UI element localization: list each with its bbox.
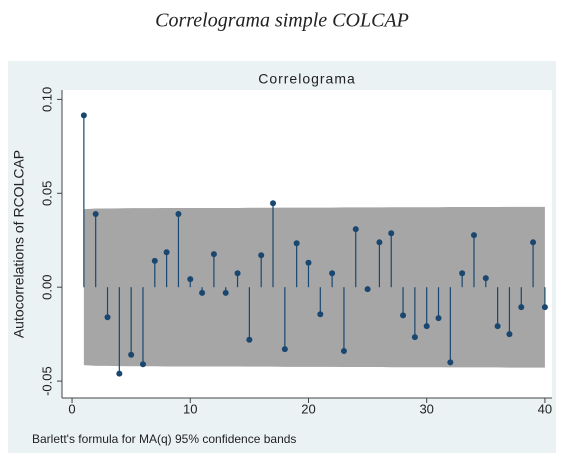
marker bbox=[128, 351, 135, 358]
marker bbox=[518, 304, 525, 311]
marker bbox=[139, 361, 146, 368]
marker bbox=[92, 210, 99, 217]
marker bbox=[270, 200, 277, 207]
marker bbox=[246, 336, 253, 343]
y-axis-title: Autocorrelations of RCOLCAP bbox=[11, 150, 27, 338]
chart-subtitle: Correlograma bbox=[258, 71, 356, 87]
marker bbox=[317, 311, 324, 318]
marker bbox=[364, 286, 371, 293]
marker bbox=[352, 226, 359, 233]
marker bbox=[482, 275, 489, 282]
marker bbox=[175, 210, 182, 217]
marker bbox=[163, 249, 170, 256]
marker bbox=[376, 239, 383, 246]
marker bbox=[210, 251, 217, 258]
marker bbox=[530, 239, 537, 246]
marker bbox=[116, 370, 123, 377]
marker bbox=[187, 276, 194, 283]
chart-title: Correlograma simple COLCAP bbox=[155, 10, 409, 32]
marker bbox=[423, 323, 430, 330]
marker bbox=[447, 359, 454, 366]
marker bbox=[104, 314, 111, 321]
marker bbox=[329, 270, 336, 277]
marker bbox=[222, 289, 229, 296]
marker bbox=[459, 270, 466, 277]
x-tick-label: 10 bbox=[183, 401, 197, 416]
marker bbox=[541, 304, 548, 311]
marker bbox=[506, 331, 513, 338]
marker bbox=[400, 312, 407, 319]
x-tick-label: 30 bbox=[419, 401, 433, 416]
marker bbox=[293, 240, 300, 247]
marker bbox=[151, 257, 158, 264]
confidence-band bbox=[83, 206, 545, 368]
x-tick-label: 0 bbox=[68, 401, 75, 416]
marker bbox=[470, 232, 477, 239]
note: Barlett's formula for MA(q) 95% confiden… bbox=[32, 432, 296, 446]
marker bbox=[388, 230, 395, 237]
x-tick-label: 20 bbox=[301, 401, 315, 416]
y-tick-label: 0.00 bbox=[39, 275, 54, 300]
marker bbox=[80, 112, 87, 119]
y-tick-label: -0.05 bbox=[39, 366, 54, 396]
marker bbox=[411, 334, 418, 341]
y-tick-label: 0.05 bbox=[39, 181, 54, 206]
marker bbox=[435, 315, 442, 322]
marker bbox=[340, 348, 347, 355]
marker bbox=[494, 323, 501, 330]
marker bbox=[234, 270, 241, 277]
y-tick-label: 0.10 bbox=[39, 87, 54, 112]
marker bbox=[281, 346, 288, 353]
marker bbox=[199, 289, 206, 296]
marker bbox=[258, 252, 265, 259]
x-tick-label: 40 bbox=[538, 401, 552, 416]
marker bbox=[305, 259, 312, 266]
